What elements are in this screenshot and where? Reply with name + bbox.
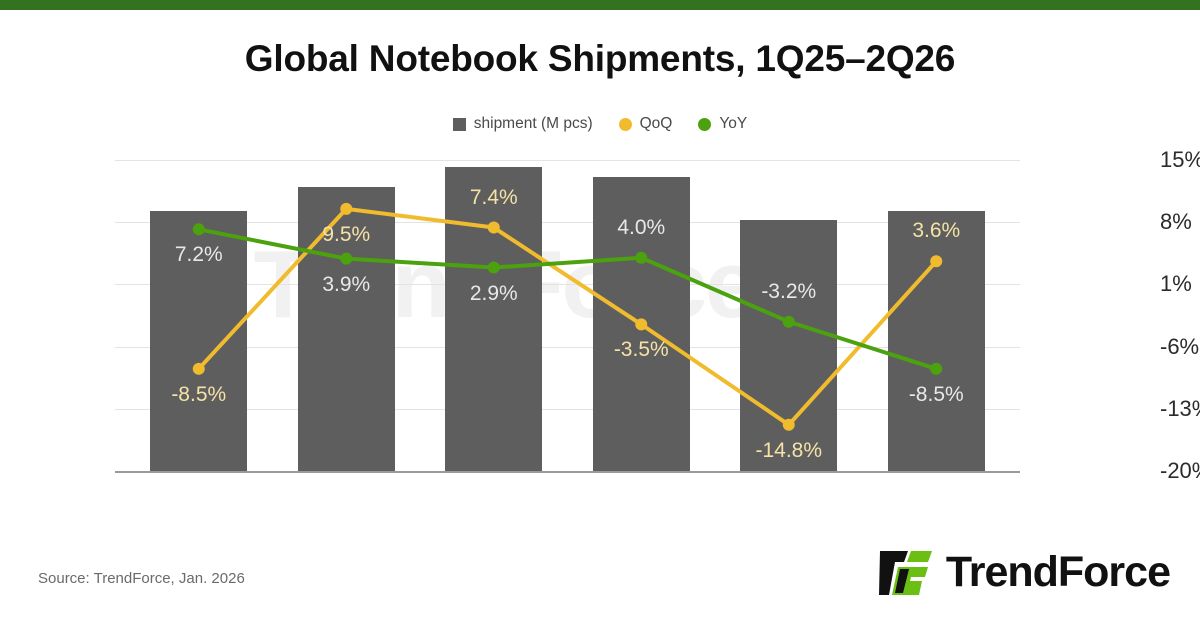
gridline bbox=[115, 408, 1020, 410]
data-label-yoy-4Q25: 4.0% bbox=[617, 215, 666, 239]
line-yoy bbox=[196, 227, 939, 371]
data-label-qoq-3Q25: 7.4% bbox=[469, 185, 518, 209]
legend-swatch-shipment-icon bbox=[452, 117, 466, 131]
page-title: Global Notebook Shipments, 1Q25–2Q26 bbox=[244, 38, 956, 79]
data-label-yoy-1Q25: 7.2% bbox=[174, 243, 223, 267]
legend-item-qoq[interactable]: QoQ bbox=[618, 115, 673, 133]
data-label-qoq-4Q25: -3.5% bbox=[613, 338, 669, 362]
marker-yoy-1Q26E[interactable] bbox=[782, 315, 795, 328]
y-axis-right-tick: -6% bbox=[1160, 333, 1200, 359]
gridline bbox=[115, 471, 1020, 473]
trendforce-logo[interactable]: TrendForce bbox=[878, 548, 1171, 597]
marker-yoy-3Q25[interactable] bbox=[487, 261, 500, 274]
y-axis-right-tick: -20% bbox=[1160, 458, 1200, 483]
bar-1Q25[interactable] bbox=[150, 211, 248, 471]
marker-qoq-2Q26F[interactable] bbox=[930, 255, 943, 268]
legend-label-qoq: QoQ bbox=[639, 115, 673, 132]
source-note: Source: TrendForce, Jan. 2026 bbox=[38, 570, 245, 587]
line-qoq bbox=[196, 206, 939, 427]
brand-top-band bbox=[0, 0, 1200, 10]
legend-item-yoy[interactable]: YoY bbox=[698, 115, 747, 133]
bar-2Q25[interactable] bbox=[297, 186, 395, 471]
legend-swatch-qoq-icon bbox=[618, 117, 632, 131]
marker-yoy-2Q26F[interactable] bbox=[930, 362, 943, 375]
y-axis-right-tick: 15% bbox=[1160, 147, 1200, 172]
data-label-qoq-2Q26F: 3.6% bbox=[912, 219, 961, 243]
gridline bbox=[115, 160, 1020, 161]
bar-2Q26F[interactable] bbox=[887, 211, 985, 471]
legend-swatch-yoy-icon bbox=[698, 117, 712, 131]
y-axis-right-tick: 8% bbox=[1160, 209, 1192, 235]
data-label-qoq-1Q25: -8.5% bbox=[171, 382, 227, 406]
trendforce-logo-icon bbox=[878, 550, 932, 595]
data-label-yoy-2Q26F: -8.5% bbox=[908, 382, 964, 406]
marker-qoq-1Q25[interactable] bbox=[192, 362, 205, 375]
legend-label-yoy: YoY bbox=[719, 115, 748, 132]
legend-item-shipment[interactable]: shipment (M pcs) bbox=[452, 115, 593, 133]
marker-yoy-2Q25[interactable] bbox=[340, 252, 353, 265]
marker-qoq-2Q25[interactable] bbox=[340, 202, 353, 215]
data-label-qoq-1Q26E: -14.8% bbox=[755, 438, 823, 462]
y-axis-right-tick: 1% bbox=[1160, 271, 1192, 297]
marker-qoq-1Q26E[interactable] bbox=[782, 418, 795, 431]
marker-qoq-4Q25[interactable] bbox=[635, 318, 648, 331]
marker-yoy-4Q25[interactable] bbox=[635, 251, 648, 264]
legend-label-shipment: shipment (M pcs) bbox=[473, 115, 593, 132]
bar-3Q25[interactable] bbox=[445, 167, 543, 471]
gridline bbox=[115, 284, 1020, 286]
gridline bbox=[115, 222, 1020, 224]
data-label-yoy-3Q25: 2.9% bbox=[469, 281, 518, 305]
marker-yoy-1Q25[interactable] bbox=[192, 223, 205, 236]
chart-legend: shipment (M pcs) QoQ YoY bbox=[0, 115, 1200, 133]
data-label-yoy-1Q26E: -3.2% bbox=[761, 279, 817, 303]
marker-qoq-3Q25[interactable] bbox=[487, 221, 500, 234]
gridline bbox=[115, 346, 1020, 348]
data-label-qoq-2Q25: 9.5% bbox=[322, 222, 371, 246]
y-axis-right-tick: -13% bbox=[1160, 395, 1200, 421]
trendforce-logo-text: TrendForce bbox=[945, 548, 1171, 596]
plot-area: 01020304050 -20%-13%-6%1%8%15% -8.5%9.5%… bbox=[115, 147, 1200, 483]
line-series bbox=[192, 202, 943, 431]
data-label-yoy-2Q25: 3.9% bbox=[322, 272, 371, 296]
